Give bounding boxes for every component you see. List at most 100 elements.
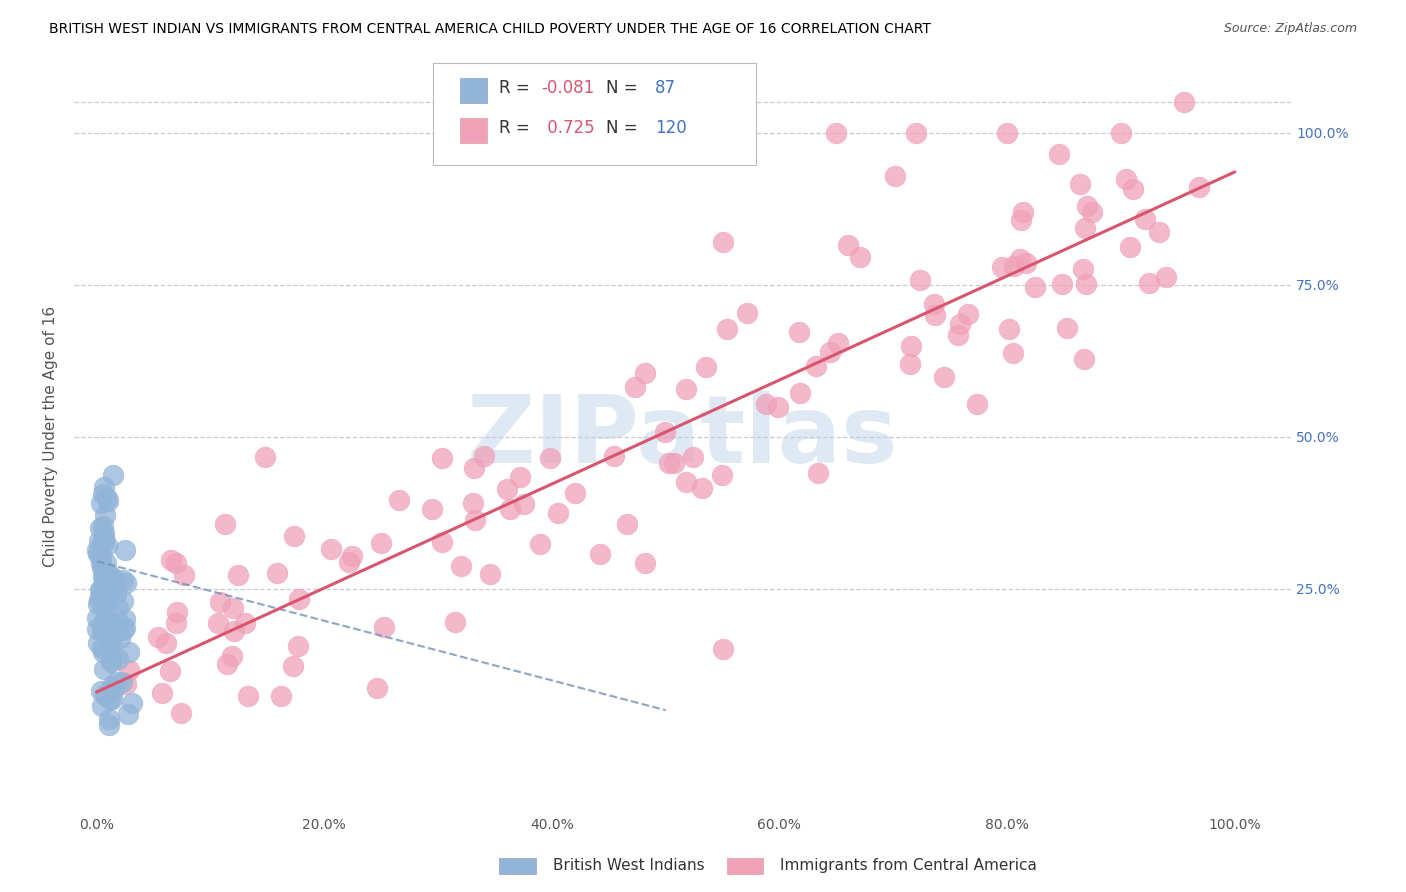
Point xyxy=(472,449,495,463)
Point xyxy=(118,644,141,658)
Point xyxy=(222,601,245,615)
Point xyxy=(100,632,122,647)
Point xyxy=(96,556,118,570)
Point xyxy=(94,597,117,611)
Point xyxy=(112,594,135,608)
Point xyxy=(675,382,697,396)
Point xyxy=(995,126,1018,140)
Point xyxy=(90,589,112,603)
Point xyxy=(91,487,114,501)
FancyBboxPatch shape xyxy=(460,118,486,143)
Point xyxy=(430,450,453,465)
Point xyxy=(236,689,259,703)
Point xyxy=(111,623,134,637)
Point xyxy=(900,339,922,353)
Point xyxy=(160,553,183,567)
Point xyxy=(789,386,811,401)
Point xyxy=(1056,320,1078,334)
Point xyxy=(114,677,136,691)
Point xyxy=(1081,205,1104,219)
Point xyxy=(1002,260,1025,274)
Point xyxy=(766,401,789,415)
Point xyxy=(827,336,849,351)
Point xyxy=(664,456,686,470)
Point xyxy=(93,530,115,544)
Text: 87: 87 xyxy=(655,78,676,96)
Point xyxy=(89,521,111,535)
Point xyxy=(499,502,522,516)
Point xyxy=(90,496,112,510)
Point xyxy=(93,570,115,584)
Point xyxy=(634,556,657,570)
Text: British West Indians: British West Indians xyxy=(553,858,704,872)
Point xyxy=(91,570,114,584)
Point xyxy=(998,322,1021,336)
Point xyxy=(146,630,169,644)
Point xyxy=(86,543,108,558)
Point xyxy=(214,516,236,531)
Point xyxy=(101,628,124,642)
Point xyxy=(90,684,112,698)
Point xyxy=(1076,198,1098,212)
Point xyxy=(107,615,129,629)
Point xyxy=(957,307,980,321)
Point xyxy=(94,688,117,702)
Point xyxy=(837,238,859,252)
Point xyxy=(221,648,243,663)
Point xyxy=(90,640,112,655)
Point xyxy=(924,308,946,322)
Point xyxy=(509,470,531,484)
Point xyxy=(373,619,395,633)
Point xyxy=(1119,240,1142,254)
Point xyxy=(97,494,120,508)
Point xyxy=(93,564,115,578)
Point xyxy=(711,235,734,249)
Point xyxy=(804,359,827,373)
Point xyxy=(103,578,125,592)
Point xyxy=(104,587,127,601)
Point xyxy=(94,508,117,523)
Point xyxy=(111,674,134,689)
Point xyxy=(807,466,830,480)
Point xyxy=(94,626,117,640)
Point xyxy=(114,612,136,626)
Point xyxy=(623,380,645,394)
Point xyxy=(87,597,110,611)
Point xyxy=(616,517,638,532)
Point xyxy=(254,450,277,464)
Point xyxy=(1011,205,1033,219)
Point xyxy=(107,601,129,615)
Text: 0.725: 0.725 xyxy=(541,119,595,136)
Point xyxy=(495,482,517,496)
Point xyxy=(114,543,136,558)
Point xyxy=(1173,95,1195,110)
Point xyxy=(101,467,124,482)
Point xyxy=(207,615,229,630)
Point xyxy=(98,692,121,706)
Point xyxy=(420,501,443,516)
Point xyxy=(90,556,112,570)
Point xyxy=(165,556,187,570)
Point xyxy=(1071,261,1094,276)
Point xyxy=(97,718,120,732)
Point xyxy=(101,692,124,706)
Point xyxy=(388,493,411,508)
Point xyxy=(150,685,173,699)
Point xyxy=(98,589,121,603)
Text: -0.081: -0.081 xyxy=(541,78,595,96)
Point xyxy=(91,518,114,533)
Point xyxy=(86,611,108,625)
Point xyxy=(96,568,118,582)
Y-axis label: Child Poverty Under the Age of 16: Child Poverty Under the Age of 16 xyxy=(44,306,58,567)
FancyBboxPatch shape xyxy=(433,63,756,165)
Point xyxy=(818,345,841,359)
Point xyxy=(165,616,187,631)
Point xyxy=(735,306,758,320)
Point xyxy=(98,635,121,649)
Point xyxy=(93,582,115,596)
Point xyxy=(922,297,945,311)
Point xyxy=(94,600,117,615)
Point xyxy=(90,699,112,714)
Point xyxy=(444,615,467,629)
Point xyxy=(432,535,454,549)
